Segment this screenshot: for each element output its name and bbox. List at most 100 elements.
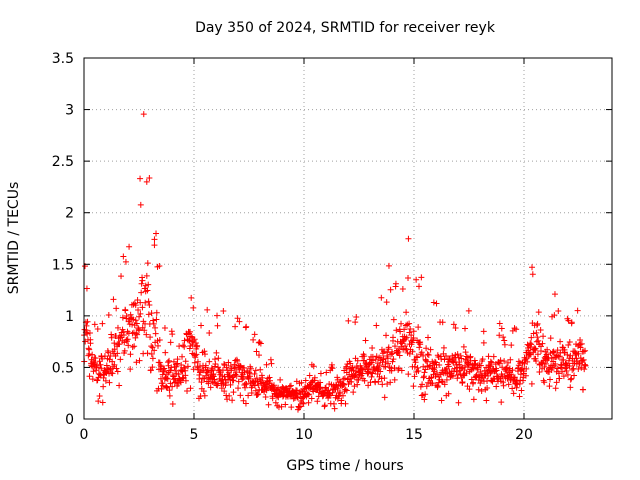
data-point [221,360,228,367]
data-point [138,289,145,296]
data-point [462,325,469,332]
data-point [535,337,542,344]
data-point [166,357,173,364]
data-point [546,376,553,383]
data-point [553,379,560,386]
data-point [272,399,279,406]
data-point [158,385,165,392]
data-point [328,361,335,368]
data-point [390,316,397,323]
data-point [148,310,155,317]
data-point [107,352,114,359]
data-point [145,311,152,318]
data-point [213,349,220,356]
data-point [210,373,217,380]
data-point [426,363,433,370]
data-point [569,366,576,373]
data-point [253,375,260,382]
data-point [490,353,497,360]
data-point [479,356,486,363]
data-point [84,318,91,325]
data-point [368,373,375,380]
data-point [147,334,154,341]
data-point [278,403,285,410]
data-point [161,365,168,372]
data-point [500,382,507,389]
data-point [182,372,189,379]
data-point [563,362,570,369]
data-point [434,370,441,377]
data-point [330,400,337,407]
data-point [485,372,492,379]
data-point [398,320,405,327]
data-point [412,359,419,366]
data-point [421,369,428,376]
data-point [283,385,290,392]
x-tick-label: 15 [405,427,423,443]
data-point [372,356,379,363]
data-point [300,400,307,407]
data-point [152,324,159,331]
data-point [262,394,269,401]
data-point [148,343,155,350]
data-point [144,287,151,294]
data-point [243,323,250,330]
data-point [422,391,429,398]
data-point [438,378,445,385]
data-point [141,327,148,334]
data-point [532,347,539,354]
data-point [454,351,461,358]
data-point [453,368,460,375]
data-point [251,370,258,377]
data-point [179,368,186,375]
data-point [190,304,197,311]
data-point [269,395,276,402]
data-point [405,235,412,242]
data-point [237,392,244,399]
data-point [449,373,456,380]
data-point [105,349,112,356]
data-point [513,326,520,333]
data-point [230,377,237,384]
data-point [245,392,252,399]
data-point [470,396,477,403]
data-point [182,377,189,384]
data-point [305,399,312,406]
data-point [84,330,91,337]
data-point [340,392,347,399]
data-point [100,374,107,381]
data-point [560,356,567,363]
data-point [503,364,510,371]
data-point [581,366,588,373]
data-point [117,356,124,363]
data-point [419,381,426,388]
data-point [418,274,425,281]
data-point [95,398,102,405]
data-point [565,317,572,324]
data-point [392,343,399,350]
data-point [582,362,589,369]
data-point [508,371,515,378]
data-point [100,383,107,390]
data-point [415,324,422,331]
data-point [286,383,293,390]
data-point [567,376,574,383]
data-point [169,383,176,390]
data-point [410,334,417,341]
data-point [519,365,526,372]
data-point [109,358,116,365]
data-point [429,380,436,387]
data-point [384,355,391,362]
data-point [126,243,133,250]
data-point [129,343,136,350]
data-point [407,326,414,333]
data-point [136,357,143,364]
data-point [537,343,544,350]
data-point [179,353,186,360]
data-point [235,378,242,385]
data-point [146,302,153,309]
data-point [187,385,194,392]
data-point [477,368,484,375]
data-point [142,299,149,306]
data-point [145,298,152,305]
